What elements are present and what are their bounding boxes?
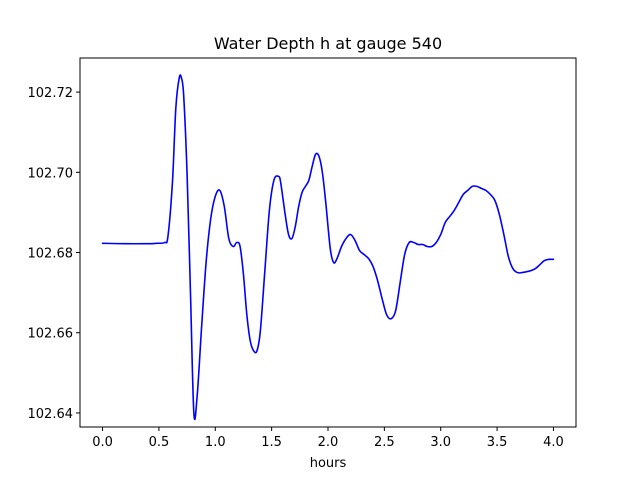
x-tick-label: 4.0 <box>543 435 564 450</box>
y-tick-label: 102.66 <box>28 327 74 342</box>
x-tick-label: 0.0 <box>92 435 113 450</box>
x-tick-label: 3.0 <box>430 435 451 450</box>
x-tick-label: 1.5 <box>261 435 282 450</box>
y-tick-label: 102.70 <box>28 166 74 181</box>
water-depth-series-line <box>101 74 555 421</box>
chart-title: Water Depth h at gauge 540 <box>214 34 442 53</box>
x-axis-label: hours <box>310 456 347 471</box>
y-axis: 102.64 102.66 102.68 102.70 102.72 <box>28 86 80 422</box>
y-tick-label: 102.64 <box>28 407 74 422</box>
x-tick-label: 2.5 <box>374 435 395 450</box>
y-tick-label: 102.68 <box>28 247 74 262</box>
x-tick-label: 0.5 <box>149 435 170 450</box>
x-tick-label: 2.0 <box>318 435 339 450</box>
x-tick-label: 1.0 <box>205 435 226 450</box>
x-axis: 0.0 0.5 1.0 1.5 2.0 2.5 3.0 3.5 4.0 <box>92 427 564 450</box>
x-tick-label: 3.5 <box>487 435 508 450</box>
plot-area <box>80 58 576 427</box>
y-tick-label: 102.72 <box>28 86 74 101</box>
